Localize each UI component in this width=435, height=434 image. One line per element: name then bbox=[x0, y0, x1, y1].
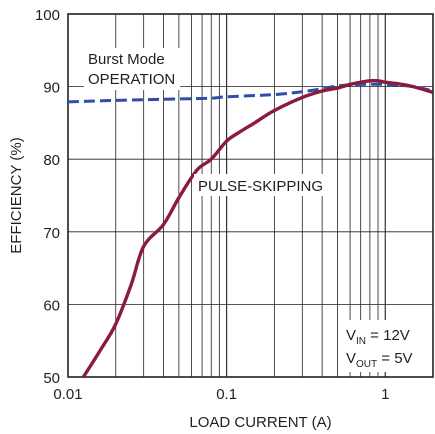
vin-value: = 12V bbox=[366, 327, 410, 344]
burst-mode-series-line bbox=[68, 82, 433, 104]
vout-sub: OUT bbox=[356, 359, 377, 370]
plot-frame bbox=[67, 13, 434, 378]
burst-mode-line2: OPERATION bbox=[88, 71, 175, 88]
y-tick-label: 90 bbox=[43, 80, 60, 97]
pulse-skipping-text: PULSE-SKIPPING bbox=[198, 178, 323, 195]
pulse-skipping-series-line bbox=[81, 78, 433, 377]
vout-value: = 5V bbox=[377, 350, 412, 367]
y-tick-label: 100 bbox=[35, 7, 60, 24]
vin-main: V bbox=[346, 327, 356, 344]
y-tick-label: 70 bbox=[43, 225, 60, 242]
vin-sub: IN bbox=[356, 336, 366, 347]
x-tick-label: 1 bbox=[381, 386, 389, 403]
conditions-label: VIN = 12V VOUT = 5V bbox=[342, 320, 432, 372]
x-tick-label: 0.01 bbox=[53, 386, 82, 403]
x-axis-label: LOAD CURRENT (A) bbox=[189, 414, 331, 431]
y-tick-label: 50 bbox=[43, 370, 60, 387]
series-lines bbox=[68, 78, 433, 377]
x-tick-label: 0.1 bbox=[216, 386, 237, 403]
conditions-label-bg bbox=[342, 320, 432, 372]
pulse-skipping-label-bg bbox=[194, 174, 334, 196]
burst-mode-line1: Burst Mode bbox=[88, 51, 165, 68]
burst-mode-label-bg bbox=[84, 48, 180, 90]
y-tick-label: 80 bbox=[43, 152, 60, 169]
pulse-skipping-label: PULSE-SKIPPING bbox=[194, 174, 334, 196]
vin-label: VIN = 12V bbox=[346, 327, 410, 347]
y-axis-label: EFFICIENCY (%) bbox=[8, 137, 25, 253]
grid bbox=[68, 14, 434, 377]
tick-labels: 50 60 70 80 90 100 0.01 0.1 1 bbox=[35, 7, 389, 403]
y-tick-label: 60 bbox=[43, 297, 60, 314]
vout-label: VOUT = 5V bbox=[346, 350, 413, 370]
burst-mode-label: Burst Mode OPERATION bbox=[84, 48, 180, 90]
vout-main: V bbox=[346, 350, 356, 367]
